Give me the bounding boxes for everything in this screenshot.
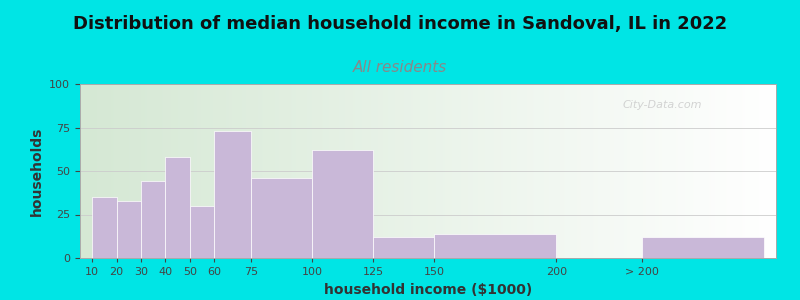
X-axis label: household income ($1000): household income ($1000): [324, 283, 532, 297]
Text: City-Data.com: City-Data.com: [623, 100, 702, 110]
Bar: [117, 201, 141, 258]
Bar: [434, 234, 556, 258]
Bar: [166, 157, 190, 258]
Bar: [373, 237, 434, 258]
Bar: [251, 178, 312, 258]
Bar: [190, 206, 214, 258]
Text: Distribution of median household income in Sandoval, IL in 2022: Distribution of median household income …: [73, 15, 727, 33]
Bar: [92, 197, 117, 258]
Bar: [214, 131, 251, 258]
Text: All residents: All residents: [353, 60, 447, 75]
Bar: [312, 150, 373, 258]
Bar: [141, 182, 166, 258]
Bar: [642, 237, 764, 258]
Y-axis label: households: households: [30, 126, 44, 216]
